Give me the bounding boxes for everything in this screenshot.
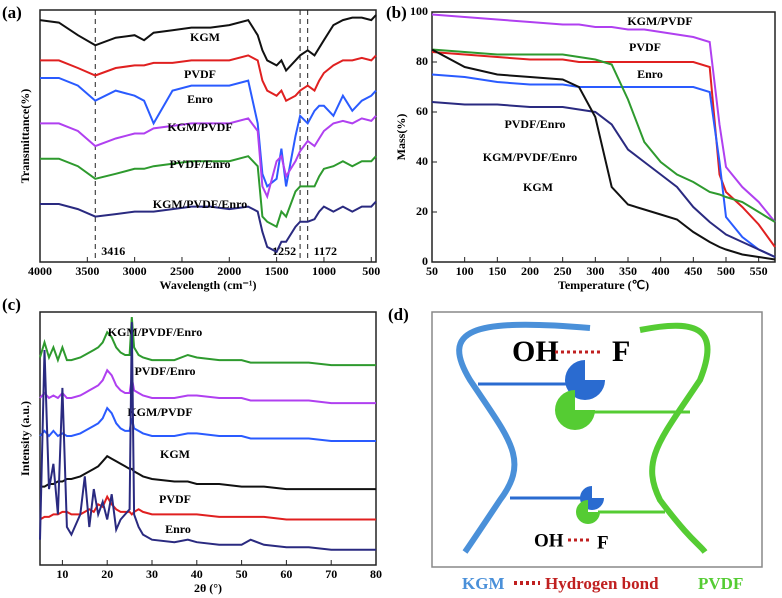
x-tick-label: 500: [717, 264, 735, 278]
series-line: [40, 200, 377, 254]
x-tick-label: 350: [619, 264, 637, 278]
x-tick-label: 400: [652, 264, 670, 278]
x-tick-label: 2500: [170, 264, 194, 278]
x-tick-label: 60: [280, 567, 292, 581]
series-label: Enro: [187, 92, 213, 106]
x-tick-label: 2000: [217, 264, 241, 278]
pvdf-chain: [639, 322, 711, 554]
legend-pvdf: PVDF: [698, 574, 743, 593]
label-f: F: [612, 335, 630, 368]
x-axis-label: Wavelength (cm⁻¹): [160, 278, 257, 292]
panel-label: (b): [386, 3, 407, 22]
series-line: [40, 115, 377, 200]
panel-label: (a): [2, 3, 22, 22]
series-line: [431, 73, 776, 258]
series-label: KGM/PVDF: [627, 14, 692, 28]
x-tick-label: 3500: [75, 264, 99, 278]
y-tick-label: 80: [416, 54, 428, 68]
diagram: OH F OH F KGM Hydrogen bond PVDF (d): [388, 305, 763, 593]
x-tick-label: 250: [554, 264, 572, 278]
x-tick-label: 70: [325, 567, 337, 581]
series-label: KGM/PVDF: [167, 120, 232, 134]
series-line: [40, 155, 377, 229]
y-tick-label: 20: [416, 204, 428, 218]
series-line: [431, 101, 776, 258]
series-label: PVDF: [159, 492, 191, 506]
x-tick-label: 450: [684, 264, 702, 278]
series-label: KGM: [523, 180, 553, 194]
series-label: KGM: [190, 30, 220, 44]
x-tick-label: 1000: [312, 264, 336, 278]
plot-frame: [431, 11, 776, 263]
x-tick-label: 150: [488, 264, 506, 278]
panel-label: (c): [2, 295, 21, 314]
pvdf-group: [576, 500, 600, 524]
y-tick-label: 60: [416, 104, 428, 118]
plot-frame: [39, 311, 377, 566]
x-axis-label: 2θ (°): [194, 581, 222, 595]
series-label: KGM/PVDF/Enro: [108, 325, 202, 339]
label-oh: OH: [512, 335, 559, 368]
x-tick-label: 50: [236, 567, 248, 581]
x-tick-label: 550: [750, 264, 768, 278]
series-line: [40, 454, 376, 491]
series-label: PVDF/Enro: [504, 117, 565, 131]
series-line: [431, 48, 776, 261]
series-label: PVDF: [629, 40, 661, 54]
label-f: F: [597, 532, 609, 553]
series-line: [39, 322, 376, 551]
series-line: [39, 406, 376, 442]
plot-frame: [39, 9, 377, 263]
series-line: [40, 77, 377, 189]
x-tick-label: 100: [456, 264, 474, 278]
y-tick-label: 100: [410, 4, 428, 18]
series-label: PVDF: [184, 67, 216, 81]
reference-label: 1172: [314, 244, 337, 258]
y-axis-label: Transmittance(%): [18, 89, 32, 183]
series-label: KGM/PVDF: [127, 405, 192, 419]
legend-bond: Hydrogen bond: [545, 574, 659, 593]
x-tick-label: 30: [146, 567, 158, 581]
series-line: [39, 368, 376, 405]
y-axis-label: Mass(%): [394, 114, 408, 161]
x-tick-label: 50: [426, 264, 438, 278]
series-label: PVDF/Enro: [169, 157, 230, 171]
x-tick-label: 200: [521, 264, 539, 278]
x-axis-label: Temperature (℃): [558, 278, 649, 292]
y-tick-label: 40: [416, 154, 428, 168]
series-label: KGM/PVDF/Enro: [483, 150, 577, 164]
panel-label: (d): [388, 305, 409, 324]
series-label: Enro: [637, 67, 663, 81]
series-line: [39, 14, 377, 73]
legend-kgm: KGM: [462, 574, 505, 593]
x-tick-label: 500: [362, 264, 380, 278]
series-line: [40, 54, 377, 103]
label-oh: OH: [534, 530, 564, 551]
x-tick-label: 1500: [265, 264, 289, 278]
x-tick-label: 40: [191, 567, 203, 581]
x-tick-label: 300: [586, 264, 604, 278]
x-tick-label: 10: [56, 567, 68, 581]
kgm-chain: [456, 321, 591, 554]
series-line: [39, 317, 376, 367]
series-label: KGM: [160, 447, 190, 461]
series-line: [431, 48, 776, 223]
reference-label: 3416: [101, 244, 125, 258]
y-tick-label: 0: [422, 254, 428, 268]
series-label: Enro: [165, 522, 191, 536]
diagram-frame: [431, 311, 763, 568]
series-line: [431, 51, 776, 248]
x-tick-label: 3000: [123, 264, 147, 278]
y-axis-label: Intensity (a.u.): [18, 401, 32, 476]
x-tick-label: 4000: [28, 264, 52, 278]
x-tick-label: 80: [370, 567, 382, 581]
series-label: PVDF/Enro: [134, 364, 195, 378]
x-tick-label: 20: [101, 567, 113, 581]
series-label: KGM/PVDF/Enro: [153, 197, 247, 211]
series-line: [431, 13, 776, 223]
pvdf-group: [555, 390, 595, 430]
